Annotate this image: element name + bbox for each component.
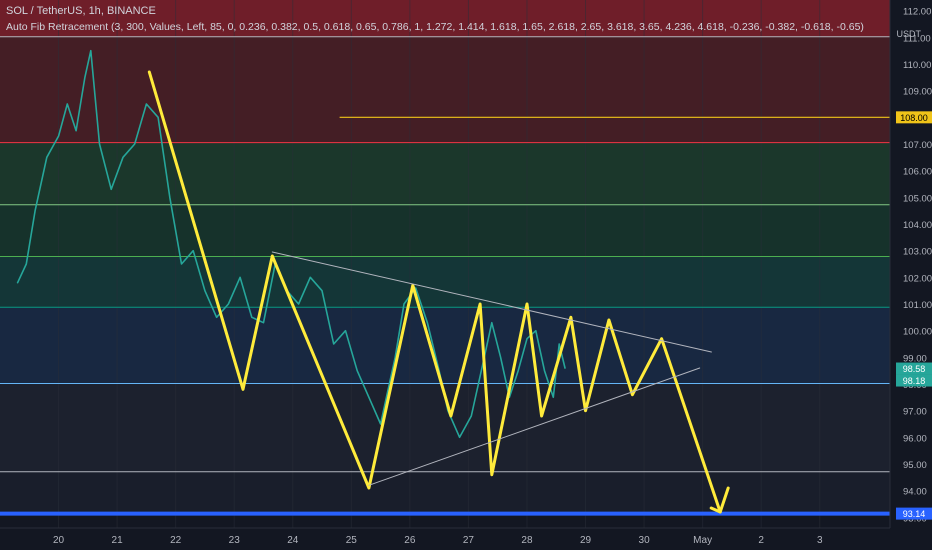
time-axis-tick-label: 3 [817, 535, 823, 546]
price-axis-tick-label: 110.00 [903, 60, 931, 71]
price-axis-background [890, 0, 932, 550]
price-label-text: 93.14 [903, 509, 926, 519]
interval-label[interactable]: 1h [88, 5, 101, 17]
time-axis-tick-label: 22 [170, 535, 182, 546]
fib-zone [0, 142, 890, 205]
exchange-label: BINANCE [106, 5, 156, 17]
fib-zone [0, 471, 890, 514]
price-axis-tick-label: 107.00 [903, 140, 932, 151]
time-axis-tick-label: 25 [346, 535, 358, 546]
time-axis-tick-label: 29 [580, 535, 592, 546]
price-axis-tick-label: 99.00 [903, 353, 927, 364]
price-axis-tick-label: 103.00 [903, 247, 932, 258]
price-label-text: 108.00 [900, 113, 928, 123]
time-axis-tick-label: 30 [639, 535, 651, 546]
time-axis-tick-label: 23 [229, 535, 241, 546]
time-axis-tick-label: 21 [112, 535, 124, 546]
price-axis-tick-label: 96.00 [903, 433, 927, 444]
zigzag-projection-line[interactable] [147, 70, 722, 514]
price-axis-tick-label: 105.00 [903, 193, 932, 204]
price-axis-tick-label: 111.00 [903, 33, 931, 44]
time-axis-tick-label: 27 [463, 535, 475, 546]
price-axis-tick-label: 95.00 [903, 460, 927, 471]
symbol-name[interactable]: SOL / TetherUS [6, 5, 83, 17]
price-label-text: 98.58 [903, 364, 926, 374]
time-axis-tick-label: 24 [287, 535, 299, 546]
time-axis-tick-label: 28 [521, 535, 533, 546]
price-label-tag [896, 111, 932, 124]
price-label-tag [896, 362, 932, 375]
price-axis-tick-label: 112.00 [903, 7, 931, 18]
price-axis-currency: USDT [897, 29, 922, 39]
fib-zone [0, 307, 890, 384]
price-axis-tick-label: 109.00 [903, 87, 932, 98]
time-axis-tick-label: 2 [758, 535, 764, 546]
price-label-tag [896, 374, 932, 387]
time-axis-tick-label: May [693, 535, 712, 546]
symbol-header: SOL / TetherUS, 1h, BINANCE [6, 5, 156, 17]
price-series[interactable] [16, 49, 566, 439]
indicator-legend[interactable]: Auto Fib Retracement (3, 300, Values, Le… [6, 21, 864, 33]
price-axis-tick-label: 94.00 [903, 487, 927, 498]
trendline-upper[interactable] [271, 251, 712, 353]
fib-zone [0, 204, 890, 257]
price-axis-tick-label: 97.00 [903, 407, 927, 418]
projection-arrowhead [709, 486, 730, 514]
price-label-text: 98.18 [903, 376, 926, 386]
fib-zone [0, 256, 890, 308]
price-axis-tick-label: 102.00 [903, 273, 932, 284]
time-axis-tick-label: 20 [53, 535, 65, 546]
trendline-lower[interactable] [368, 367, 701, 486]
price-axis-tick-label: 101.00 [903, 300, 932, 311]
price-axis-tick-label: 100.00 [903, 327, 932, 338]
time-axis-background [0, 528, 932, 550]
price-axis-tick-label: 106.00 [903, 167, 932, 178]
price-label-tag [896, 507, 932, 520]
fib-zone-top [0, 0, 890, 37]
fib-zone [0, 36, 890, 143]
time-axis-tick-label: 26 [404, 535, 416, 546]
price-axis-tick-label: 104.00 [903, 220, 932, 231]
